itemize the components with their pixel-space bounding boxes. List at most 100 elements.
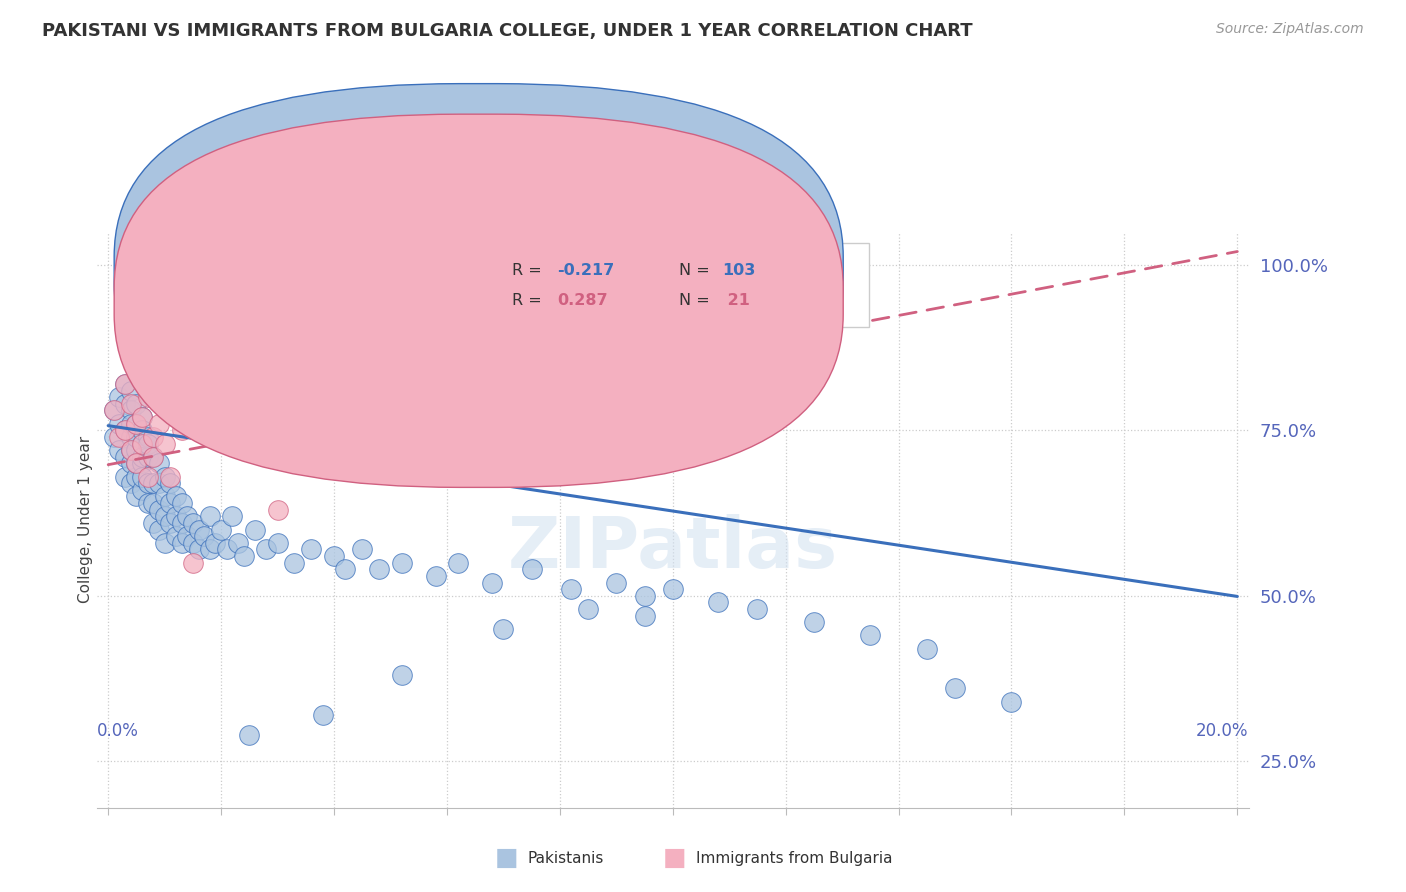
Point — [1000, 695, 1022, 709]
Point — [368, 562, 391, 576]
Point — [170, 516, 193, 530]
Point — [266, 502, 288, 516]
Point — [103, 403, 125, 417]
Point — [299, 542, 322, 557]
Point — [352, 542, 374, 557]
Point — [283, 556, 305, 570]
Point — [198, 509, 221, 524]
Point — [859, 628, 882, 642]
Point — [114, 450, 136, 464]
FancyBboxPatch shape — [443, 244, 869, 326]
Point — [108, 443, 131, 458]
Point — [125, 443, 148, 458]
Point — [165, 509, 187, 524]
FancyBboxPatch shape — [114, 114, 844, 487]
Point — [221, 509, 243, 524]
Point — [232, 549, 254, 563]
Point — [142, 430, 165, 444]
Text: Source: ZipAtlas.com: Source: ZipAtlas.com — [1216, 22, 1364, 37]
Point — [120, 403, 142, 417]
Point — [120, 456, 142, 470]
Point — [131, 436, 153, 450]
Point — [633, 589, 655, 603]
Point — [520, 562, 543, 576]
Point — [142, 450, 165, 464]
Point — [915, 641, 938, 656]
Y-axis label: College, Under 1 year: College, Under 1 year — [79, 436, 93, 603]
FancyBboxPatch shape — [114, 84, 844, 457]
Point — [560, 582, 582, 596]
Point — [391, 668, 413, 682]
Point — [108, 430, 131, 444]
Point — [108, 390, 131, 404]
Point — [120, 476, 142, 491]
Text: ZIPatlas: ZIPatlas — [508, 514, 838, 583]
Point — [492, 622, 515, 636]
Point — [120, 384, 142, 398]
Point — [148, 417, 170, 431]
Point — [136, 469, 159, 483]
Point — [142, 516, 165, 530]
Point — [238, 728, 260, 742]
Point — [125, 490, 148, 504]
Text: PAKISTANI VS IMMIGRANTS FROM BULGARIA COLLEGE, UNDER 1 YEAR CORRELATION CHART: PAKISTANI VS IMMIGRANTS FROM BULGARIA CO… — [42, 22, 973, 40]
Point — [605, 575, 627, 590]
Text: 103: 103 — [723, 263, 755, 277]
Point — [136, 390, 159, 404]
Point — [181, 516, 204, 530]
Point — [747, 602, 769, 616]
Point — [159, 469, 181, 483]
Point — [243, 523, 266, 537]
Point — [661, 582, 683, 596]
Point — [181, 536, 204, 550]
Point — [153, 509, 176, 524]
Point — [209, 523, 232, 537]
Text: 0.287: 0.287 — [558, 293, 609, 309]
Point — [125, 430, 148, 444]
Point — [136, 450, 159, 464]
Point — [215, 542, 238, 557]
Text: Pakistanis: Pakistanis — [527, 851, 603, 865]
Point — [159, 516, 181, 530]
Text: 21: 21 — [723, 293, 751, 309]
Point — [159, 476, 181, 491]
Point — [136, 436, 159, 450]
Point — [170, 536, 193, 550]
Point — [131, 436, 153, 450]
Point — [125, 417, 148, 431]
Point — [120, 417, 142, 431]
Point — [125, 397, 148, 411]
Point — [131, 456, 153, 470]
Point — [408, 285, 430, 299]
Point — [193, 529, 215, 543]
Point — [125, 417, 148, 431]
Point — [114, 469, 136, 483]
Point — [131, 450, 153, 464]
Point — [176, 529, 198, 543]
Point — [204, 536, 226, 550]
Text: 20.0%: 20.0% — [1197, 722, 1249, 739]
Point — [198, 542, 221, 557]
Point — [153, 490, 176, 504]
Point — [114, 397, 136, 411]
Point — [943, 681, 966, 696]
Point — [120, 430, 142, 444]
Point — [103, 403, 125, 417]
Point — [114, 376, 136, 391]
Point — [181, 556, 204, 570]
Point — [254, 542, 277, 557]
Point — [136, 476, 159, 491]
Point — [114, 423, 136, 437]
Point — [335, 562, 357, 576]
Text: R =: R = — [512, 263, 547, 277]
Text: 0.0%: 0.0% — [97, 722, 139, 739]
Point — [103, 430, 125, 444]
Point — [114, 376, 136, 391]
Point — [148, 456, 170, 470]
Point — [120, 443, 142, 458]
Text: N =: N = — [679, 293, 714, 309]
Point — [481, 575, 503, 590]
Point — [165, 490, 187, 504]
Text: N =: N = — [679, 263, 714, 277]
Point — [226, 536, 249, 550]
